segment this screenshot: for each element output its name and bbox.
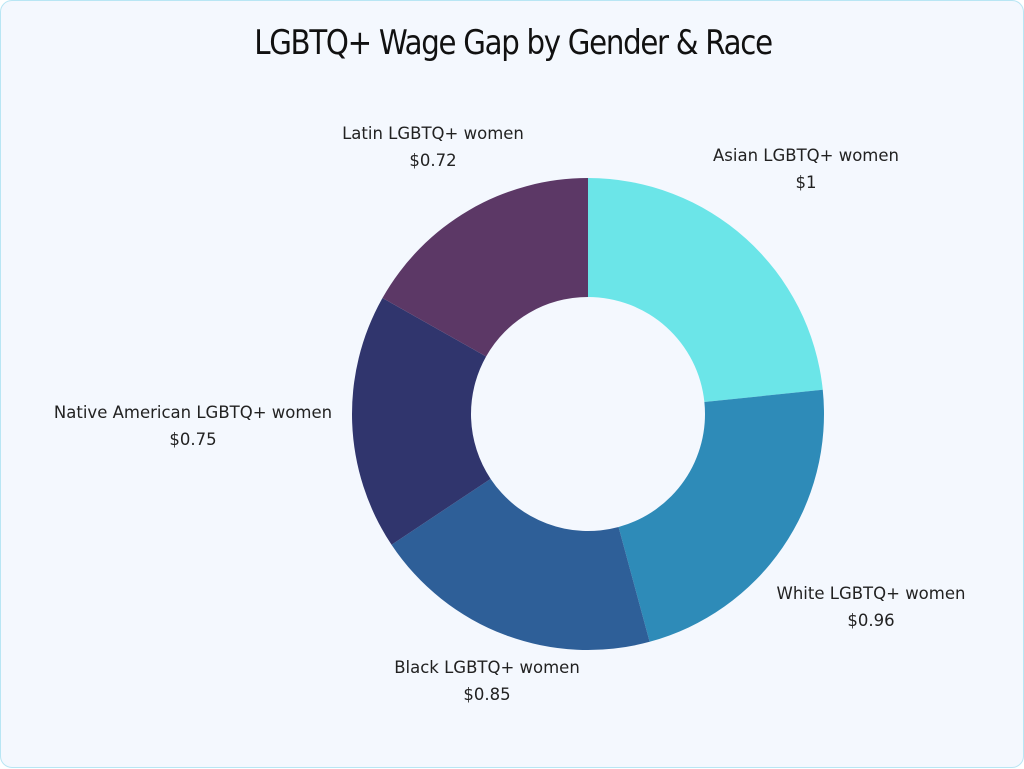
label-native-american-name: Native American LGBTQ+ women	[53, 403, 333, 422]
label-asian: Asian LGBTQ+ women $1	[713, 142, 899, 196]
label-black: Black LGBTQ+ women $0.85	[394, 654, 580, 708]
label-white-value: $0.96	[847, 611, 895, 630]
slice-latin	[382, 178, 588, 357]
chart-title: LGBTQ+ Wage Gap by Gender & Race	[254, 23, 773, 63]
slice-native-american	[351, 298, 491, 545]
slice-black	[391, 478, 650, 650]
label-asian-name: Asian LGBTQ+ women	[713, 146, 899, 165]
label-asian-value: $1	[795, 173, 817, 192]
label-white: White LGBTQ+ women $0.96	[777, 580, 966, 634]
label-black-name: Black LGBTQ+ women	[394, 658, 580, 677]
slice-white	[618, 389, 824, 642]
label-native-american-value: $0.75	[169, 430, 217, 449]
label-latin: Latin LGBTQ+ women $0.72	[342, 120, 524, 174]
label-white-name: White LGBTQ+ women	[776, 584, 966, 603]
label-native-american: Native American LGBTQ+ women $0.75	[54, 399, 332, 453]
slice-asian	[588, 178, 823, 402]
label-latin-value: $0.72	[409, 151, 457, 170]
label-latin-name: Latin LGBTQ+ women	[342, 124, 524, 143]
label-black-value: $0.85	[463, 685, 511, 704]
